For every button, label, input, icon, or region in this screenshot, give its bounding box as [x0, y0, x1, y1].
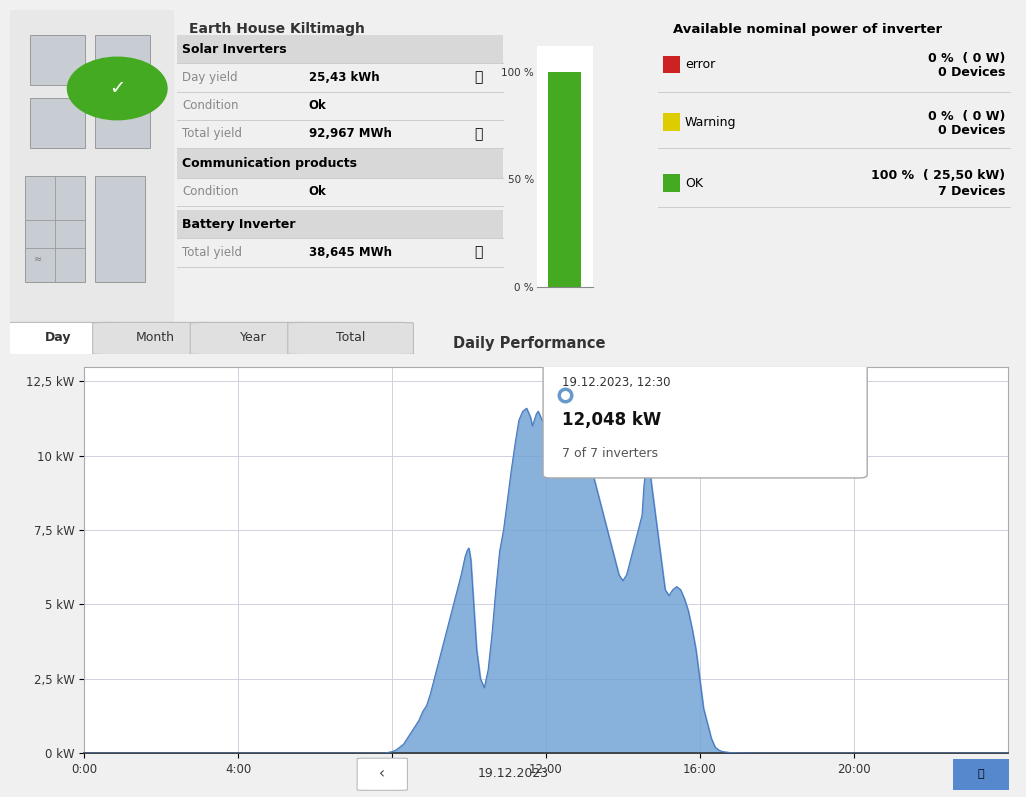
Text: error: error	[685, 58, 715, 71]
Bar	[953, 759, 1009, 790]
Text: Communication products: Communication products	[182, 157, 357, 170]
Text: Available nominal power of inverter: Available nominal power of inverter	[673, 22, 942, 36]
FancyBboxPatch shape	[94, 35, 150, 85]
Bar	[663, 175, 680, 191]
Text: Month: Month	[136, 331, 175, 344]
Text: 19.12.2023, 12:30: 19.12.2023, 12:30	[561, 375, 670, 389]
Text: 🕐: 🕐	[474, 245, 482, 260]
Text: 🕐: 🕐	[474, 127, 482, 141]
Text: 📅: 📅	[977, 769, 984, 779]
Text: Total yield: Total yield	[182, 128, 242, 140]
Text: ≈: ≈	[34, 253, 42, 264]
FancyBboxPatch shape	[0, 323, 121, 355]
Text: Earth House Kiltimagh: Earth House Kiltimagh	[190, 22, 365, 36]
Text: 0 Devices: 0 Devices	[938, 66, 1004, 80]
Circle shape	[68, 57, 167, 120]
FancyBboxPatch shape	[94, 176, 145, 282]
Text: Condition: Condition	[182, 99, 238, 112]
FancyBboxPatch shape	[543, 355, 867, 478]
Text: Solar Inverters: Solar Inverters	[182, 43, 286, 56]
Text: 0 Devices: 0 Devices	[938, 124, 1004, 137]
Bar	[663, 113, 680, 131]
Text: Battery Inverter: Battery Inverter	[182, 218, 295, 231]
Text: 19.12.2023: 19.12.2023	[477, 768, 549, 780]
Text: Day: Day	[45, 331, 71, 344]
Text: Total: Total	[336, 331, 365, 344]
FancyBboxPatch shape	[26, 176, 85, 282]
Bar	[663, 56, 680, 73]
FancyBboxPatch shape	[30, 98, 85, 147]
Text: Total yield: Total yield	[182, 246, 242, 259]
Text: Ok: Ok	[309, 99, 326, 112]
Text: Ok: Ok	[309, 185, 326, 198]
Text: 25,43 kWh: 25,43 kWh	[309, 71, 380, 84]
Text: ✓: ✓	[109, 79, 125, 98]
FancyBboxPatch shape	[94, 98, 150, 147]
Text: 92,967 MWh: 92,967 MWh	[309, 128, 392, 140]
Text: 7 of 7 inverters: 7 of 7 inverters	[561, 447, 658, 460]
Text: 12,048 kW: 12,048 kW	[561, 411, 661, 430]
Text: 🕐: 🕐	[474, 70, 482, 84]
Bar	[176, 210, 503, 238]
Bar	[176, 35, 503, 64]
FancyBboxPatch shape	[92, 323, 219, 355]
FancyBboxPatch shape	[287, 323, 413, 355]
Bar	[10, 10, 174, 323]
Text: Condition: Condition	[182, 185, 238, 198]
FancyBboxPatch shape	[357, 758, 407, 791]
Text: ‹: ‹	[380, 767, 386, 781]
Text: 0 %  ( 0 W): 0 % ( 0 W)	[928, 110, 1004, 123]
Text: OK: OK	[685, 177, 703, 190]
Text: 7 Devices: 7 Devices	[938, 185, 1004, 198]
Bar	[176, 149, 503, 178]
Text: Warning: Warning	[685, 116, 737, 128]
FancyBboxPatch shape	[30, 35, 85, 85]
Text: 38,645 MWh: 38,645 MWh	[309, 246, 392, 259]
Text: Day yield: Day yield	[182, 71, 238, 84]
Text: Daily Performance: Daily Performance	[453, 336, 606, 351]
Text: 0 %  ( 0 W): 0 % ( 0 W)	[928, 53, 1004, 65]
Bar	[548, 72, 582, 287]
Text: 100 %  ( 25,50 kW): 100 % ( 25,50 kW)	[871, 170, 1004, 183]
Text: Year: Year	[240, 331, 267, 344]
FancyBboxPatch shape	[190, 323, 316, 355]
